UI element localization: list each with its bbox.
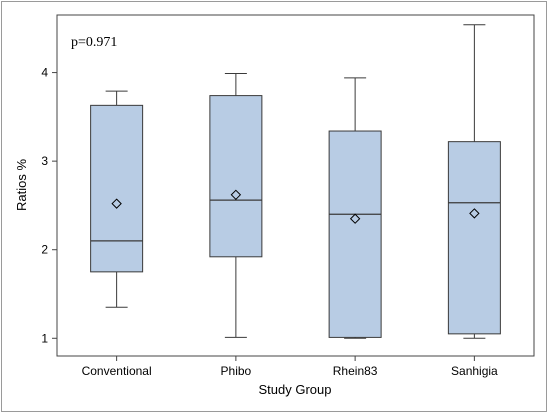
mean-marker-conventional: [111, 198, 122, 209]
iqr-box-sanhigia: [447, 141, 501, 335]
y-tick-label-3: 3: [41, 154, 48, 168]
x-tick-label-conventional: Conventional: [82, 364, 152, 378]
mean-marker-rhein83: [349, 213, 361, 224]
plot-area: [56, 14, 535, 357]
y-tick-label-2: 2: [41, 243, 48, 257]
y-tick-label-4: 4: [41, 66, 48, 80]
x-tick-label-sanhigia: Sanhigia: [451, 364, 498, 378]
iqr-box-conventional: [90, 104, 144, 273]
box-conventional: [90, 90, 144, 308]
x-tick-label-rhein83: Rhein83: [333, 364, 378, 378]
iqr-box-phibo: [209, 95, 263, 258]
mean-marker-sanhigia: [469, 208, 480, 219]
y-tick-label-1: 1: [41, 331, 48, 345]
x-axis-title: Study Group: [259, 382, 332, 397]
x-axis: Conventional Phibo Rhein83 Sanhigia: [82, 356, 498, 378]
p-value-annotation: p=0.971: [71, 35, 117, 50]
mean-marker-phibo: [230, 189, 242, 201]
box-phibo: [209, 72, 263, 338]
iqr-box-rhein83: [328, 130, 382, 338]
y-axis-title: Ratios %: [14, 159, 29, 211]
x-tick-label-phibo: Phibo: [221, 364, 252, 378]
box-rhein83: [328, 77, 382, 339]
box-sanhigia: [447, 24, 501, 339]
y-axis: 1 2 3 4: [41, 66, 57, 345]
boxes-group: [90, 24, 501, 339]
